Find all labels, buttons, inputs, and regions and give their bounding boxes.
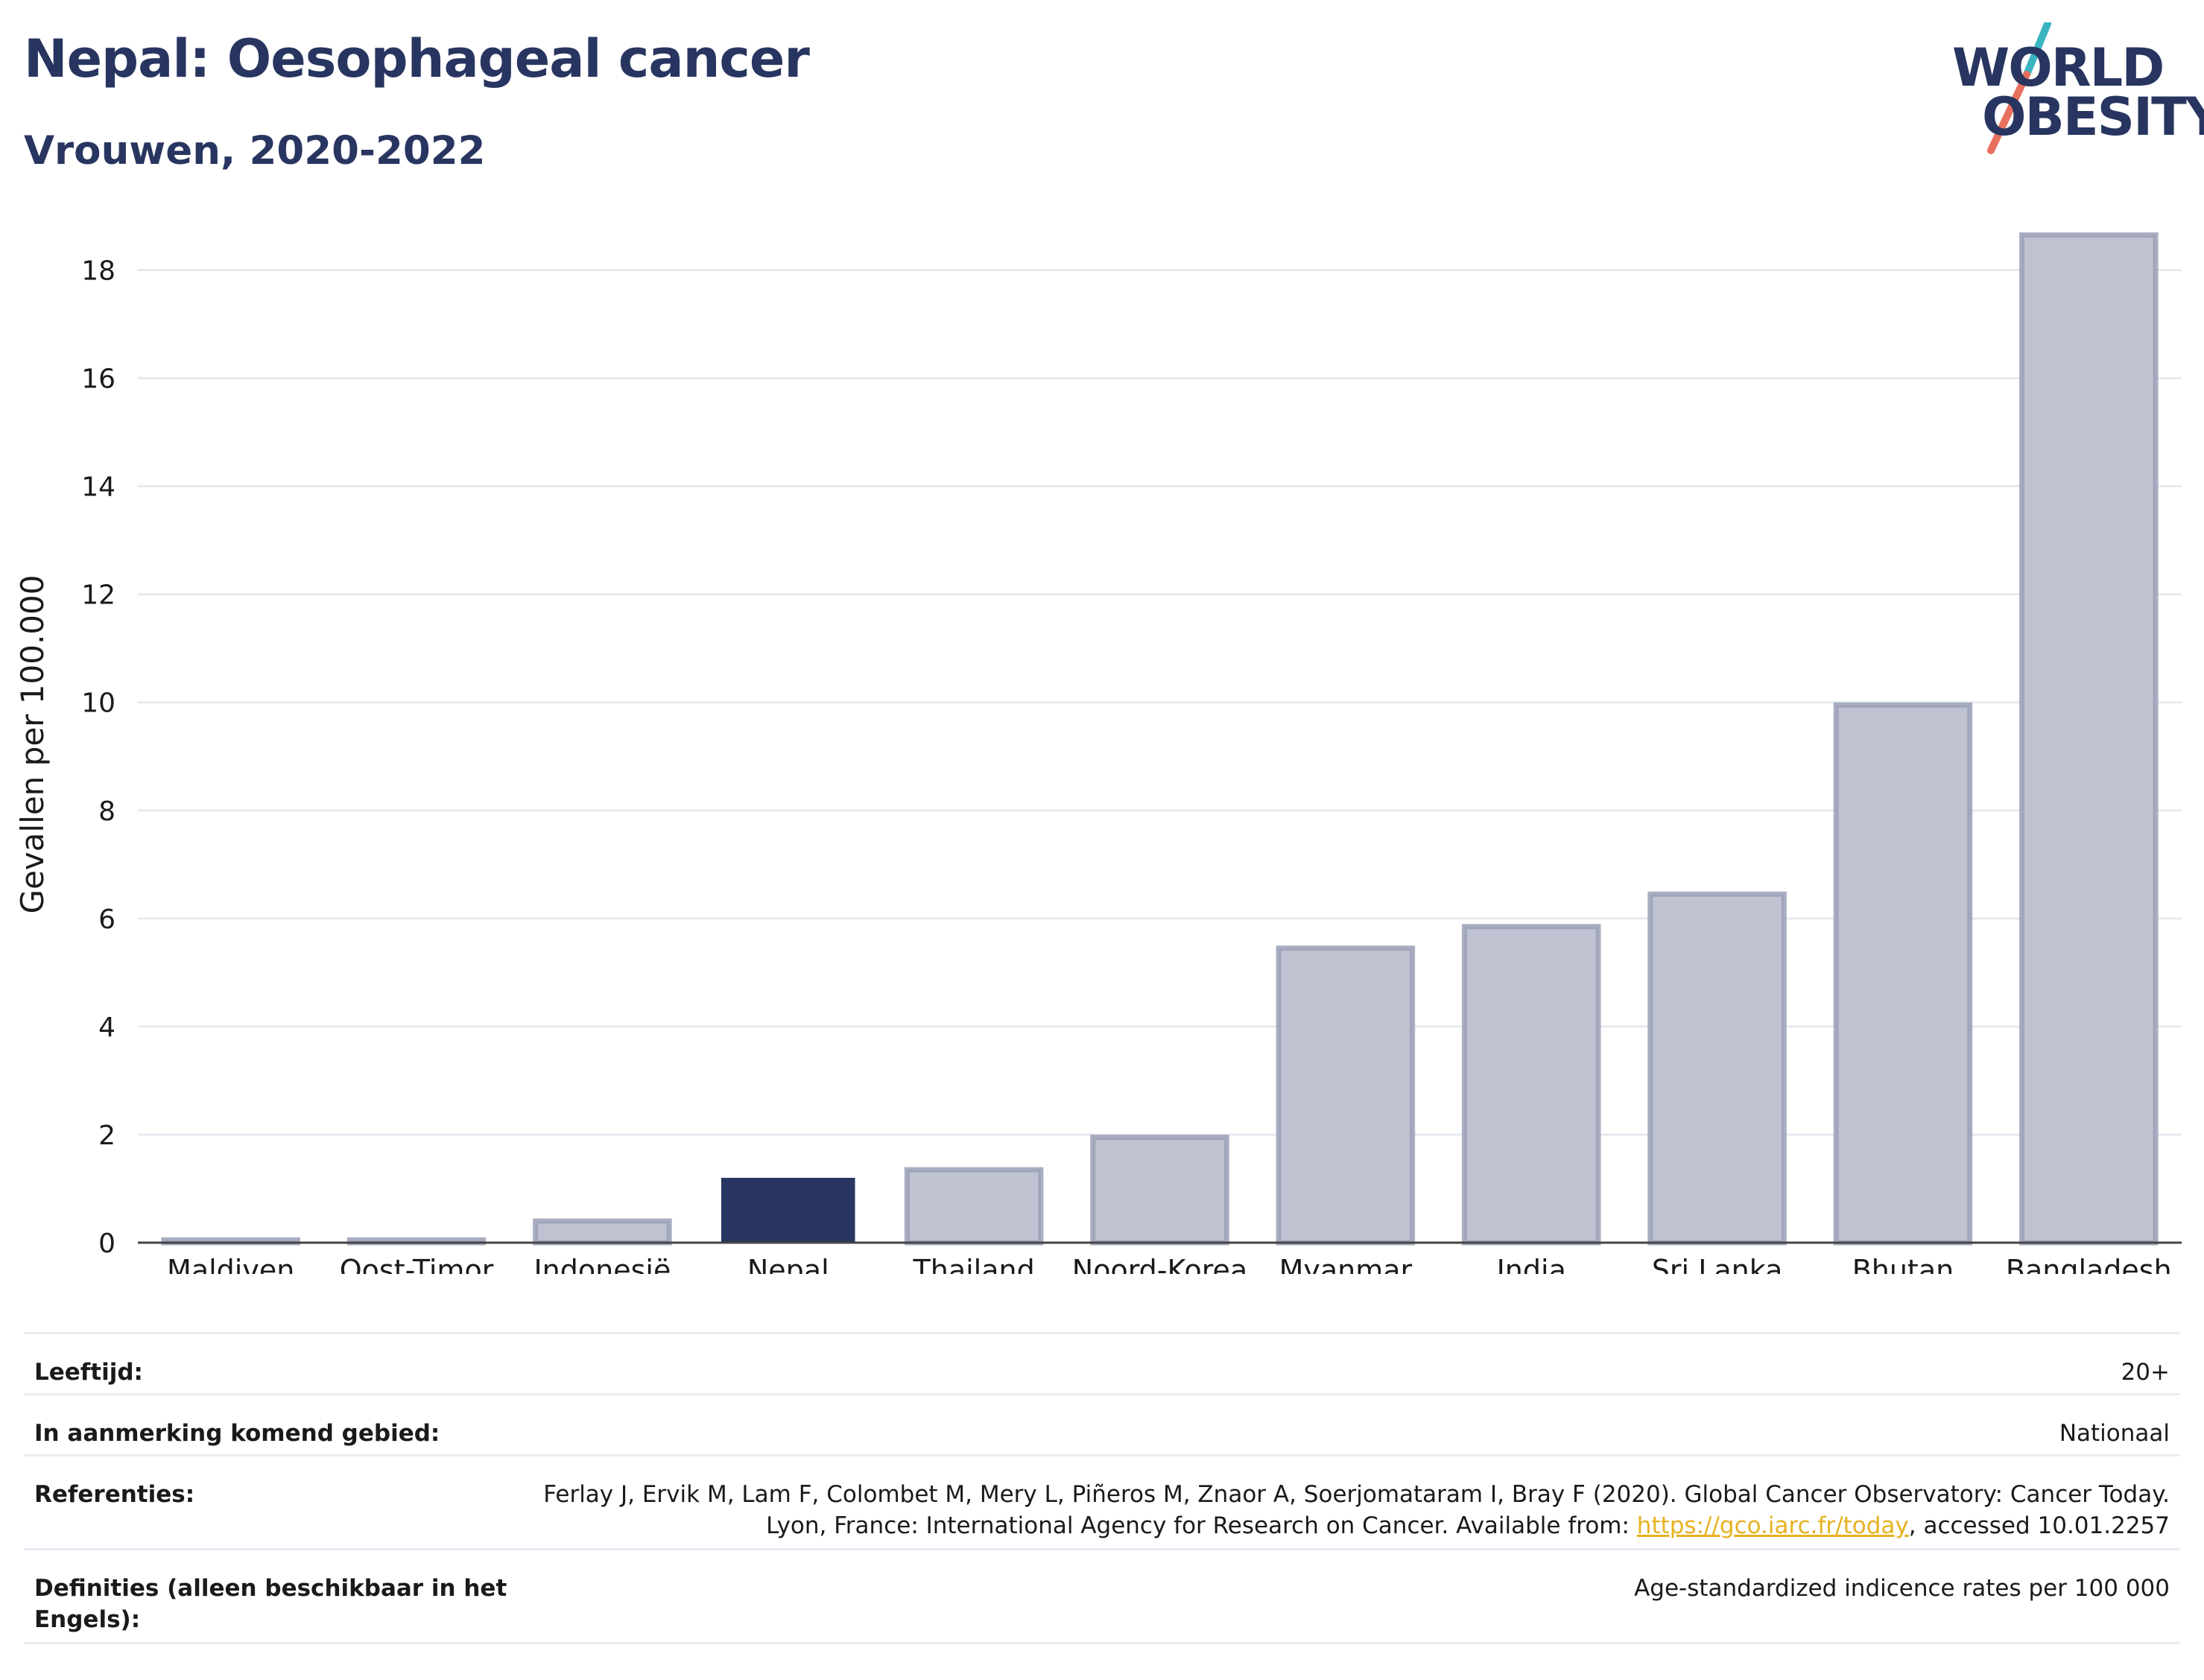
reference-accessed: , accessed 10.01.2257	[1908, 1512, 2170, 1539]
y-tick-label: 12	[81, 580, 115, 611]
y-tick-label: 16	[81, 364, 115, 395]
y-tick-label: 10	[81, 688, 115, 719]
x-tick-label: Bhutan	[1852, 1254, 1954, 1274]
info-label: Referenties:	[34, 1481, 195, 1508]
bar-bangladesh[interactable]	[2019, 232, 2159, 1246]
x-tick-label: Noord-Korea	[1072, 1254, 1247, 1274]
bar-sri-lanka[interactable]	[1647, 891, 1787, 1246]
y-tick-label: 0	[98, 1229, 115, 1259]
bars	[161, 232, 2159, 1246]
chart-subtitle: Vrouwen, 2020-2022	[24, 128, 486, 174]
y-tick-label: 4	[98, 1012, 115, 1043]
info-row-references: Referenties: Ferlay J, Ervik M, Lam F, C…	[24, 1454, 2180, 1548]
world-obesity-logo: WORLD OBESITY	[1937, 22, 2204, 156]
info-bottom-border	[24, 1642, 2180, 1644]
grid-lines	[138, 269, 2182, 1136]
y-tick-label: 18	[81, 256, 115, 287]
reference-link[interactable]: https://gco.iarc.fr/today	[1636, 1512, 1909, 1539]
info-row-age: Leeftijd: 20+	[24, 1332, 2180, 1393]
x-tick-label: Bangladesh	[2006, 1254, 2172, 1274]
x-tick-label: Myanmar	[1279, 1254, 1413, 1274]
bar-indonesi-[interactable]	[533, 1218, 672, 1246]
y-axis-ticks: 0 2 4 6 8 10 12 14 16 18	[81, 256, 115, 1259]
x-axis-ticks: Maldiven Oost-Timor Indonesië Nepal Thailand…	[167, 1254, 2172, 1274]
logo-line-1: WORLD	[1952, 37, 2165, 98]
info-value: 20+	[2121, 1359, 2170, 1386]
x-tick-label: Sri Lanka	[1652, 1254, 1783, 1274]
info-label: Definities (alleen beschikbaar in het En…	[34, 1575, 507, 1633]
y-axis-label: Gevallen per 100.000	[14, 575, 51, 914]
y-tick-label: 2	[98, 1120, 115, 1151]
bar-thailand[interactable]	[904, 1167, 1044, 1246]
info-row-definitions: Definities (alleen beschikbaar in het En…	[24, 1548, 2180, 1642]
chart-title: Nepal: Oesophageal cancer	[24, 28, 810, 89]
x-tick-label: India	[1497, 1254, 1566, 1274]
info-table: Leeftijd: 20+ In aanmerking komend gebie…	[24, 1332, 2180, 1644]
x-tick-label: Indonesië	[533, 1254, 671, 1274]
y-tick-label: 6	[98, 904, 115, 935]
info-value: Nationaal	[2059, 1420, 2170, 1447]
bar-myanmar[interactable]	[1276, 945, 1416, 1246]
x-tick-label: Oost-Timor	[340, 1254, 494, 1274]
x-tick-label: Nepal	[747, 1254, 829, 1274]
info-value: Age-standardized indicence rates per 100…	[1634, 1575, 2170, 1602]
bar-nepal[interactable]	[721, 1177, 855, 1243]
info-row-area: In aanmerking komend gebied: Nationaal	[24, 1393, 2180, 1454]
x-tick-label: Maldiven	[167, 1254, 294, 1274]
logo-slash-icon	[1987, 22, 2051, 154]
info-label: In aanmerking komend gebied:	[34, 1420, 440, 1447]
y-tick-label: 8	[98, 796, 115, 827]
y-tick-label: 14	[81, 472, 115, 503]
x-tick-label: Thailand	[913, 1254, 1035, 1274]
bar-chart: 0 2 4 6 8 10 12 14 16 18 Maldiven Oost-Timor Indone…	[14, 232, 2182, 1274]
logo-line-2: OBESITY	[1982, 86, 2204, 148]
info-value: Ferlay J, Ervik M, Lam F, Colombet M, Me…	[531, 1479, 2170, 1541]
bar-bhutan[interactable]	[1833, 702, 1973, 1246]
reference-text: Ferlay J, Ervik M, Lam F, Colombet M, Me…	[543, 1481, 2170, 1539]
bar-india[interactable]	[1461, 924, 1601, 1246]
info-label: Leeftijd:	[34, 1359, 143, 1386]
bar-noord-korea[interactable]	[1090, 1135, 1229, 1246]
